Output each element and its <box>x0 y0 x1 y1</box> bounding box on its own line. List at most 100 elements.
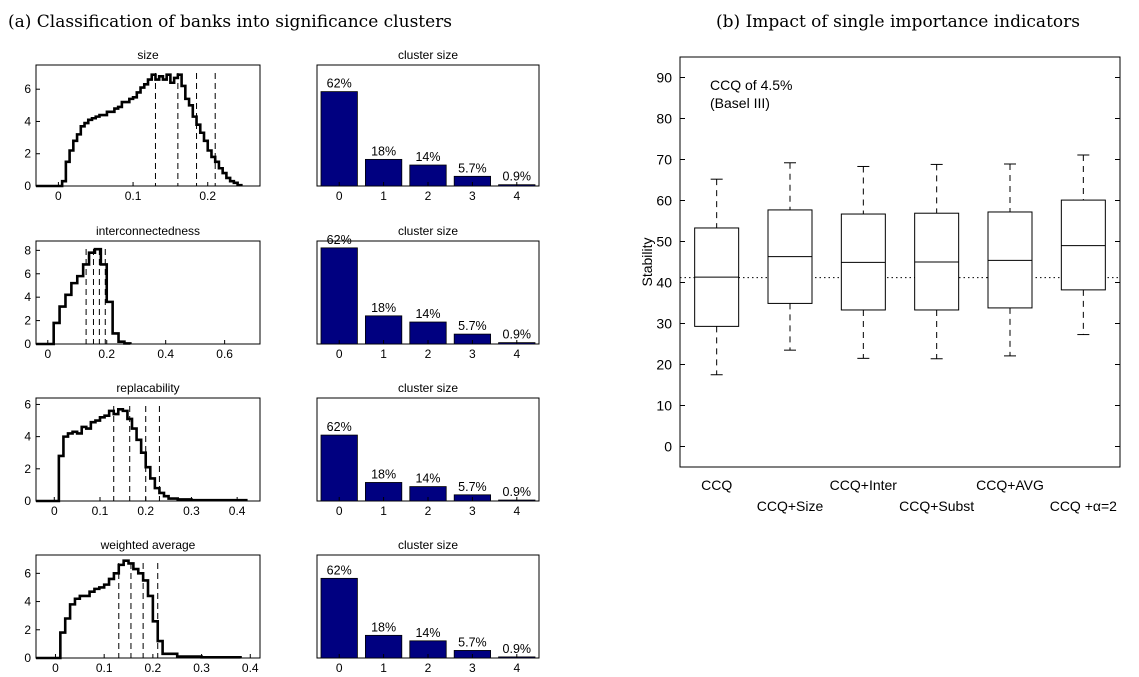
cluster-bar-label: 14% <box>415 307 440 321</box>
y-tick-label: 8 <box>24 243 31 257</box>
cluster-chart-title: cluster size <box>398 48 458 62</box>
x-tick-label: 3 <box>469 189 476 203</box>
cluster-bar-label: 14% <box>415 472 440 486</box>
cluster-bar-label: 14% <box>415 150 440 164</box>
cluster-chart-title: cluster size <box>398 381 458 395</box>
x-tick-label: 0.3 <box>183 504 200 518</box>
cluster-bar-label: 0.9% <box>503 170 532 184</box>
x-tick-label: 1 <box>380 504 387 518</box>
cluster-bar-label: 5.7% <box>458 480 487 494</box>
x-tick-label: 3 <box>469 661 476 675</box>
category-label: CCQ+Subst <box>899 498 974 514</box>
x-tick-label: 0.2 <box>98 347 115 361</box>
y-tick-label: 4 <box>24 430 31 444</box>
cluster-bar-label: 0.9% <box>503 328 532 342</box>
cluster-bar-label: 5.7% <box>458 161 487 175</box>
histogram-axes-frame <box>35 240 261 345</box>
cluster-bar <box>364 315 403 345</box>
cluster-chart-1: cluster size 62% 0 18% 1 14% 2 5.7% 3 0.9% 4 <box>316 224 540 361</box>
x-tick-label: 1 <box>380 347 387 361</box>
x-tick-label: 4 <box>513 347 520 361</box>
cluster-bar-label: 0.9% <box>503 642 532 656</box>
x-tick-label: 0 <box>55 189 62 203</box>
histogram-title: weighted average <box>100 538 196 552</box>
x-tick-label: 0 <box>336 189 343 203</box>
x-tick-label: 3 <box>469 347 476 361</box>
cluster-chart-2: cluster size 62% 0 18% 1 14% 2 5.7% 3 0.9% 4 <box>316 381 540 518</box>
cluster-bar-label: 62% <box>327 563 352 577</box>
histogram-outline <box>36 407 248 503</box>
x-tick-label: 0.3 <box>193 661 210 675</box>
x-tick-label: 0 <box>44 347 51 361</box>
x-tick-label: 4 <box>513 189 520 203</box>
y-tick-label: 4 <box>24 114 31 128</box>
cluster-bar-label: 18% <box>371 620 396 634</box>
histogram-outline <box>36 247 132 346</box>
cluster-bar <box>320 434 358 502</box>
cluster-chart-0: cluster size 62% 0 18% 1 14% 2 5.7% 3 0.9% 4 <box>316 48 540 203</box>
y-tick-label: 0 <box>664 439 672 455</box>
box-5 <box>1060 154 1106 336</box>
histogram-axes-frame <box>35 64 261 187</box>
category-label: CCQ +α=2 <box>1050 498 1117 514</box>
x-tick-label: 2 <box>425 347 432 361</box>
y-tick-label: 20 <box>656 357 672 373</box>
cluster-bar-label: 5.7% <box>458 319 487 333</box>
x-tick-label: 0 <box>336 347 343 361</box>
histogram-title: size <box>137 48 159 62</box>
y-tick-label: 6 <box>24 82 31 96</box>
histogram-title: replacability <box>116 381 179 395</box>
x-tick-label: 0 <box>336 504 343 518</box>
x-tick-label: 1 <box>380 661 387 675</box>
annotation-line-1: CCQ of 4.5% <box>710 77 792 93</box>
category-label: CCQ+AVG <box>976 477 1044 493</box>
panel-b-title: (b) Impact of single importance indicato… <box>716 12 1080 32</box>
x-tick-label: 0 <box>336 661 343 675</box>
x-tick-label: 0.6 <box>216 347 233 361</box>
y-tick-label: 2 <box>24 314 31 328</box>
box-1 <box>767 162 813 351</box>
y-tick-label: 0 <box>24 651 31 665</box>
cluster-bar-label: 18% <box>371 144 396 158</box>
cluster-bar-label: 62% <box>327 233 352 247</box>
histogram-2: replacability 0 0.1 0.2 0.3 0.4 0 2 4 6 <box>24 381 261 518</box>
category-label: CCQ+Inter <box>830 477 898 493</box>
panel-a-title: (a) Classification of banks into signifi… <box>8 12 452 32</box>
x-tick-label: 0.1 <box>92 504 109 518</box>
y-tick-label: 60 <box>656 193 672 209</box>
cluster-bar <box>320 247 358 345</box>
x-tick-label: 0.2 <box>199 189 216 203</box>
y-tick-label: 6 <box>24 397 31 411</box>
y-tick-label: 0 <box>24 337 31 351</box>
x-tick-label: 4 <box>513 661 520 675</box>
x-tick-label: 4 <box>513 504 520 518</box>
cluster-bar-label: 14% <box>415 626 440 640</box>
y-tick-label: 4 <box>24 595 31 609</box>
histogram-outline <box>36 73 243 188</box>
x-tick-label: 0.1 <box>96 661 113 675</box>
y-tick-label: 90 <box>656 70 672 86</box>
x-tick-label: 2 <box>425 504 432 518</box>
histogram-axes-frame <box>35 554 261 659</box>
boxplot-chart: 0 10 20 30 40 50 60 70 80 90 Stability CCQ of 4.5% (… <box>639 56 1121 514</box>
cluster-bar-label: 18% <box>371 467 396 481</box>
x-tick-label: 2 <box>425 661 432 675</box>
y-axis-label: Stability <box>639 237 655 286</box>
histogram-title: interconnectedness <box>96 224 200 238</box>
histogram-axes-frame <box>35 397 261 502</box>
y-tick-label: 2 <box>24 147 31 161</box>
x-tick-label: 0 <box>52 661 59 675</box>
x-tick-label: 0.4 <box>242 661 259 675</box>
boxplot-axes-frame <box>679 56 1121 468</box>
category-label: CCQ+Size <box>757 498 824 514</box>
histogram-1: interconnectedness 0 0.2 0.4 0.6 0 2 4 6 8 <box>24 224 261 361</box>
cluster-bar <box>320 91 358 187</box>
cluster-chart-title: cluster size <box>398 224 458 238</box>
y-tick-label: 70 <box>656 152 672 168</box>
x-tick-label: 0.2 <box>137 504 154 518</box>
annotation-line-2: (Basel III) <box>710 95 770 111</box>
y-tick-label: 2 <box>24 623 31 637</box>
y-tick-label: 0 <box>24 494 31 508</box>
x-tick-label: 1 <box>380 189 387 203</box>
